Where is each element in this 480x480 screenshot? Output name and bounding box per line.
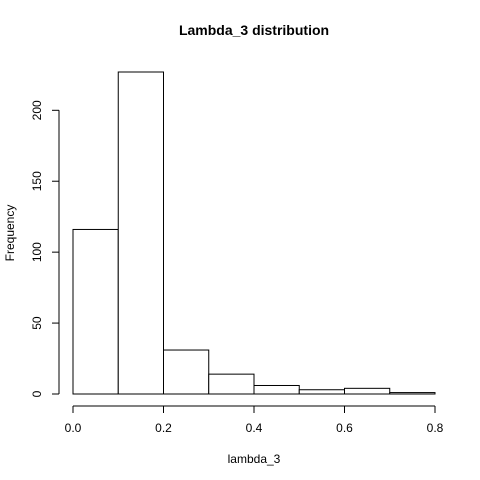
histogram-bar-3 [208, 373, 255, 395]
x-tick-label-1: 0.2 [155, 421, 172, 435]
histogram-bar-2 [163, 349, 210, 395]
x-tick-label-0: 0.0 [65, 421, 82, 435]
histogram-bar-4 [253, 384, 300, 395]
y-axis: 0 50 100 150 200 [30, 100, 60, 397]
histogram-bar-1 [117, 71, 164, 395]
x-axis: 0.0 0.2 0.4 0.6 0.8 [65, 405, 444, 435]
histogram-bar-6 [344, 387, 391, 395]
bars-group [72, 71, 436, 395]
chart-title: Lambda_3 distribution [179, 22, 329, 38]
x-axis-label: lambda_3 [228, 452, 281, 466]
x-tick-label-4: 0.8 [427, 421, 444, 435]
histogram-bar-5 [298, 389, 345, 395]
y-axis-label: Frequency [3, 205, 17, 262]
y-tick-label-4: 200 [30, 100, 44, 120]
y-tick-label-3: 150 [30, 171, 44, 191]
y-tick-label-2: 100 [30, 242, 44, 262]
histogram-bar-0 [72, 228, 119, 395]
y-tick-label-0: 0 [30, 390, 44, 397]
x-tick-label-2: 0.4 [246, 421, 263, 435]
y-tick-label-1: 50 [30, 316, 44, 330]
histogram-bar-7 [389, 392, 436, 395]
x-tick-label-3: 0.6 [336, 421, 353, 435]
